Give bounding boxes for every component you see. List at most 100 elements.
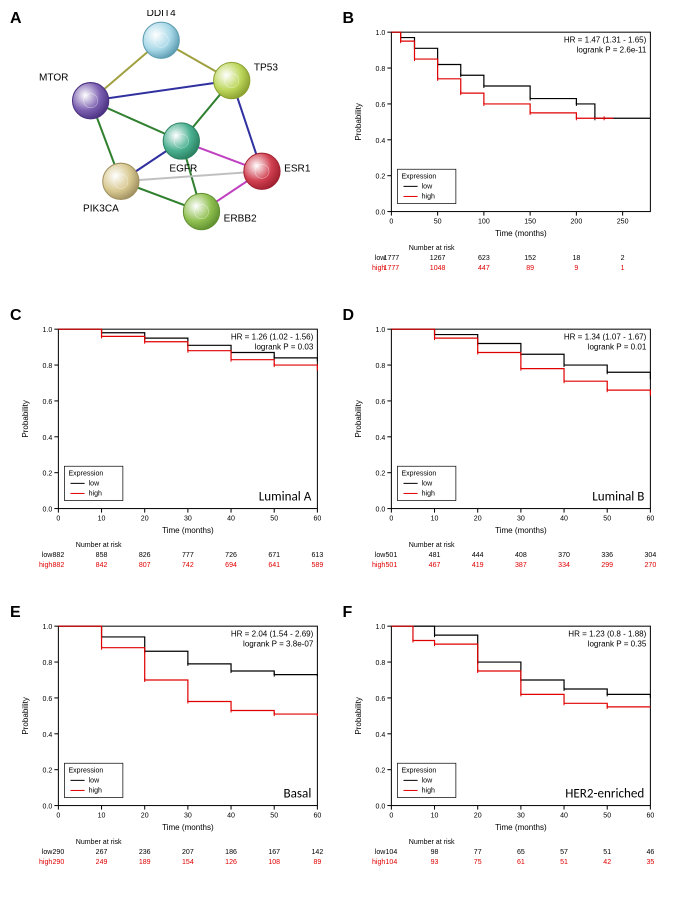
risk-cell-low: 1267 (429, 255, 445, 262)
legend-high: high (421, 193, 434, 200)
y-tick-label: 0.4 (375, 435, 385, 442)
y-tick-label: 0.6 (375, 399, 385, 406)
y-tick-label: 0.2 (375, 471, 385, 478)
risk-cell-high: 501 (385, 562, 397, 569)
x-tick-label: 40 (227, 516, 235, 523)
risk-row-label-high: high (372, 859, 385, 866)
x-tick-label: 50 (433, 219, 441, 226)
x-tick-label: 30 (184, 813, 192, 820)
network-node: PIK3CA (83, 163, 139, 214)
km-plot-e: 0.00.20.40.60.81.00102030405060Time (mon… (10, 604, 333, 886)
legend-high: high (421, 491, 434, 498)
risk-cell-low: 408 (514, 552, 526, 559)
risk-table-title: Number at risk (408, 839, 454, 846)
x-tick-label: 50 (603, 813, 611, 820)
risk-cell-high: 1 (620, 265, 624, 272)
risk-cell-low: 1777 (383, 255, 399, 262)
hazard-ratio-text: HR = 2.04 (1.54 - 2.69) (231, 630, 314, 639)
panel-a: A DDIT4TP53MTOREGFRPIK3CAESR1ERBB2 (10, 10, 333, 297)
network-node-label: ESR1 (284, 163, 311, 174)
risk-cell-high: 334 (558, 562, 570, 569)
y-tick-label: 0.8 (43, 660, 53, 667)
risk-cell-low: 207 (182, 849, 194, 856)
panel-e: E 0.00.20.40.60.81.00102030405060Time (m… (10, 604, 333, 891)
x-tick-label: 40 (560, 516, 568, 523)
risk-cell-low: 671 (268, 552, 280, 559)
x-tick-label: 0 (389, 813, 393, 820)
y-tick-label: 0.2 (375, 768, 385, 775)
x-tick-label: 30 (516, 516, 524, 523)
logrank-text: logrank P = 2.6e-11 (576, 45, 646, 54)
x-tick-label: 10 (98, 813, 106, 820)
legend-low: low (89, 778, 100, 785)
x-tick-label: 0 (389, 516, 393, 523)
y-tick-label: 0.6 (375, 696, 385, 703)
x-tick-label: 10 (430, 813, 438, 820)
panel-label-e: E (10, 604, 21, 622)
panel-label-f: F (343, 604, 353, 622)
risk-cell-low: 267 (96, 849, 108, 856)
risk-cell-high: 641 (268, 562, 280, 569)
y-tick-label: 0.0 (375, 507, 385, 514)
network-node-label: ERBB2 (224, 214, 257, 225)
risk-cell-high: 104 (385, 859, 397, 866)
y-tick-label: 1.0 (375, 327, 385, 334)
risk-cell-low: 51 (603, 849, 611, 856)
risk-table-title: Number at risk (76, 542, 122, 549)
risk-cell-low: 77 (473, 849, 481, 856)
risk-cell-low: 2 (620, 255, 624, 262)
y-axis-label: Probability (354, 400, 363, 438)
y-tick-label: 0.4 (43, 732, 53, 739)
km-plot-b: 0.00.20.40.60.81.0050100150200250Time (m… (343, 10, 666, 292)
panel-f: F 0.00.20.40.60.81.00102030405060Time (m… (343, 604, 666, 891)
risk-cell-high: 882 (52, 562, 64, 569)
y-axis-label: Probability (354, 103, 363, 141)
legend-high: high (89, 491, 102, 498)
risk-cell-high: 126 (225, 859, 237, 866)
risk-cell-high: 842 (96, 562, 108, 569)
x-tick-label: 60 (313, 813, 321, 820)
risk-cell-high: 1048 (429, 265, 445, 272)
panel-d: D 0.00.20.40.60.81.00102030405060Time (m… (343, 307, 666, 594)
risk-cell-low: 236 (139, 849, 151, 856)
y-tick-label: 1.0 (375, 30, 385, 37)
panel-b: B 0.00.20.40.60.81.0050100150200250Time … (343, 10, 666, 297)
legend-title: Expression (401, 470, 436, 477)
y-tick-label: 0.2 (43, 471, 53, 478)
logrank-text: logrank P = 0.35 (587, 640, 646, 649)
y-tick-label: 0.2 (43, 768, 53, 775)
risk-cell-high: 75 (473, 859, 481, 866)
y-axis-label: Probability (21, 697, 30, 735)
x-tick-label: 60 (313, 516, 321, 523)
network-node-label: PIK3CA (83, 204, 119, 215)
panel-label-d: D (343, 307, 355, 325)
y-axis-label: Probability (354, 697, 363, 735)
risk-cell-low: 65 (516, 849, 524, 856)
risk-cell-low: 304 (644, 552, 656, 559)
risk-cell-high: 35 (646, 859, 654, 866)
risk-cell-high: 89 (313, 859, 321, 866)
x-tick-label: 50 (270, 813, 278, 820)
risk-cell-low: 777 (182, 552, 194, 559)
legend-title: Expression (68, 470, 103, 477)
risk-cell-low: 613 (312, 552, 324, 559)
network-node: EGFR (163, 123, 199, 174)
risk-cell-low: 501 (385, 552, 397, 559)
x-axis-label: Time (months) (495, 823, 547, 832)
risk-cell-high: 51 (560, 859, 568, 866)
risk-cell-high: 419 (471, 562, 483, 569)
x-tick-label: 40 (227, 813, 235, 820)
logrank-text: logrank P = 3.8e-07 (243, 640, 314, 649)
x-tick-label: 20 (141, 516, 149, 523)
risk-cell-low: 46 (646, 849, 654, 856)
risk-cell-low: 444 (471, 552, 483, 559)
x-axis-label: Time (months) (162, 823, 214, 832)
y-tick-label: 1.0 (375, 625, 385, 632)
risk-cell-high: 694 (225, 562, 237, 569)
legend-title: Expression (68, 768, 103, 775)
y-tick-label: 0.0 (43, 507, 53, 514)
y-tick-label: 0.8 (375, 66, 385, 73)
risk-table-title: Number at risk (408, 245, 454, 252)
figure-grid: A DDIT4TP53MTOREGFRPIK3CAESR1ERBB2 B 0.0… (10, 10, 665, 892)
risk-cell-high: 299 (601, 562, 613, 569)
